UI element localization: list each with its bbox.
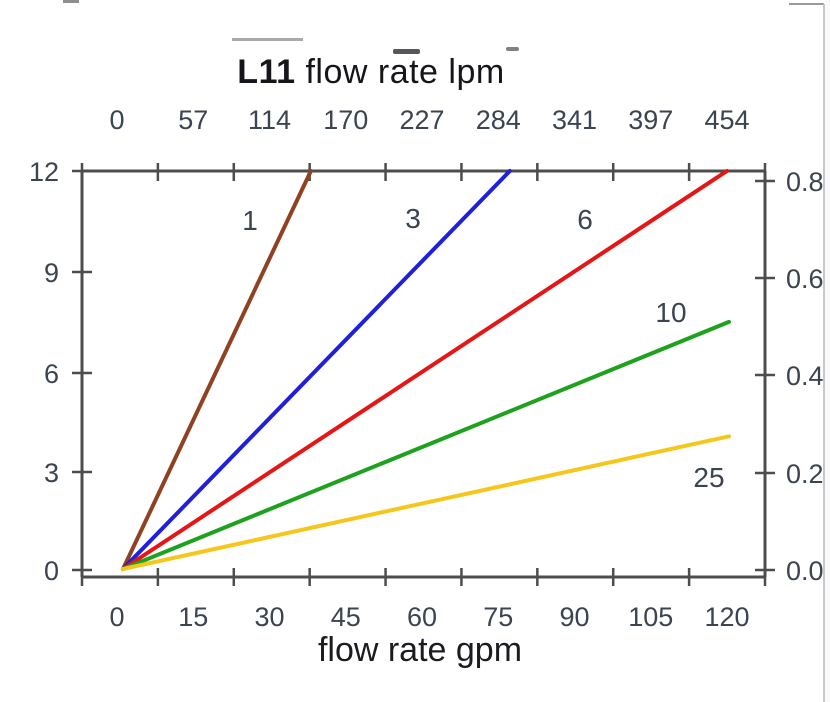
left-axis-label: 6 — [44, 359, 59, 389]
axis-frame — [80, 169, 767, 579]
bottom-axis-label: 0 — [109, 602, 124, 632]
right-axis-label: 0.4 — [786, 361, 824, 391]
bottom-axis-label: 45 — [331, 602, 361, 632]
right-axis-label: 0.6 — [786, 264, 824, 294]
left-axis-label: 9 — [44, 258, 59, 288]
curve-25 — [121, 434, 731, 571]
right-axis-label: 0.2 — [786, 459, 824, 489]
page-crop-artifact-dash-1 — [393, 49, 420, 54]
curve-label-10: 10 — [655, 297, 686, 328]
page-crop-artifact-underline — [232, 38, 303, 41]
top-axis-label: 227 — [399, 105, 444, 135]
bottom-axis-label: 60 — [407, 602, 437, 632]
top-axis-label: 454 — [704, 105, 749, 135]
x-axis-title: flow rate gpm — [317, 631, 523, 669]
bottom-axis-label: 15 — [178, 602, 208, 632]
bottom-axis-label: 75 — [483, 602, 513, 632]
page-border-line — [823, 4, 825, 702]
curve-10 — [121, 319, 731, 571]
page-crop-artifact-top-left — [63, 0, 79, 3]
curve-label-25: 25 — [693, 462, 724, 493]
left-axis-label: 3 — [44, 458, 59, 488]
page-crop-artifact-top-right — [789, 3, 824, 5]
left-axis-label: 12 — [29, 157, 59, 187]
chart-title-model: L11 — [237, 53, 296, 91]
curve-3 — [121, 168, 512, 571]
top-axis-label: 170 — [323, 105, 368, 135]
top-axis-label: 284 — [476, 105, 521, 135]
chart-title: L11 flow rate lpm — [121, 53, 621, 91]
curve-6 — [121, 168, 729, 571]
curve-label-1: 1 — [242, 205, 258, 236]
curve-label-3: 3 — [405, 203, 421, 234]
curve-1 — [121, 168, 313, 571]
top-axis-label: 114 — [248, 105, 291, 135]
right-axis-label: 0.0 — [786, 556, 824, 586]
curve-label-6: 6 — [577, 204, 593, 235]
page-margin-strip — [825, 0, 830, 702]
page-crop-artifact-dash-2 — [506, 47, 519, 51]
right-axis-label: 0.8 — [786, 167, 824, 197]
left-axis-label: 0 — [44, 556, 59, 586]
top-axis-label: 0 — [109, 105, 124, 135]
top-axis-label: 397 — [628, 105, 673, 135]
top-axis-label: 341 — [552, 105, 597, 135]
bottom-axis-label: 30 — [254, 602, 284, 632]
bottom-axis-label: 120 — [704, 602, 749, 632]
top-axis-label: 57 — [178, 105, 208, 135]
bottom-axis-label: 105 — [628, 602, 673, 632]
chart-title-units: flow rate lpm — [295, 53, 505, 91]
bottom-axis-label: 90 — [559, 602, 589, 632]
